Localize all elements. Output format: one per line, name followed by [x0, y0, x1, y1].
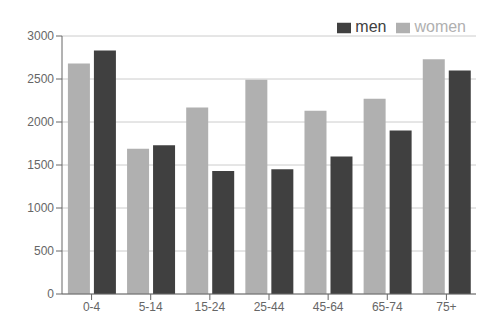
svg-text:2500: 2500 — [27, 72, 54, 86]
svg-text:45-64: 45-64 — [313, 300, 344, 314]
svg-text:25-44: 25-44 — [254, 300, 285, 314]
svg-text:500: 500 — [34, 244, 54, 258]
svg-text:0: 0 — [47, 287, 54, 301]
html-text:men: men — [355, 18, 387, 35]
svg-text:65-74: 65-74 — [372, 300, 403, 314]
svg-text:5-14: 5-14 — [139, 300, 163, 314]
svg-text:75+: 75+ — [436, 300, 456, 314]
html-text:women: women — [414, 18, 466, 35]
svg-text:3000: 3000 — [27, 29, 54, 43]
svg-text:1500: 1500 — [27, 158, 54, 172]
svg-text:1000: 1000 — [27, 201, 54, 215]
svg-text:15-24: 15-24 — [195, 300, 226, 314]
svg-text:2000: 2000 — [27, 115, 54, 129]
svg-text:0-4: 0-4 — [83, 300, 101, 314]
